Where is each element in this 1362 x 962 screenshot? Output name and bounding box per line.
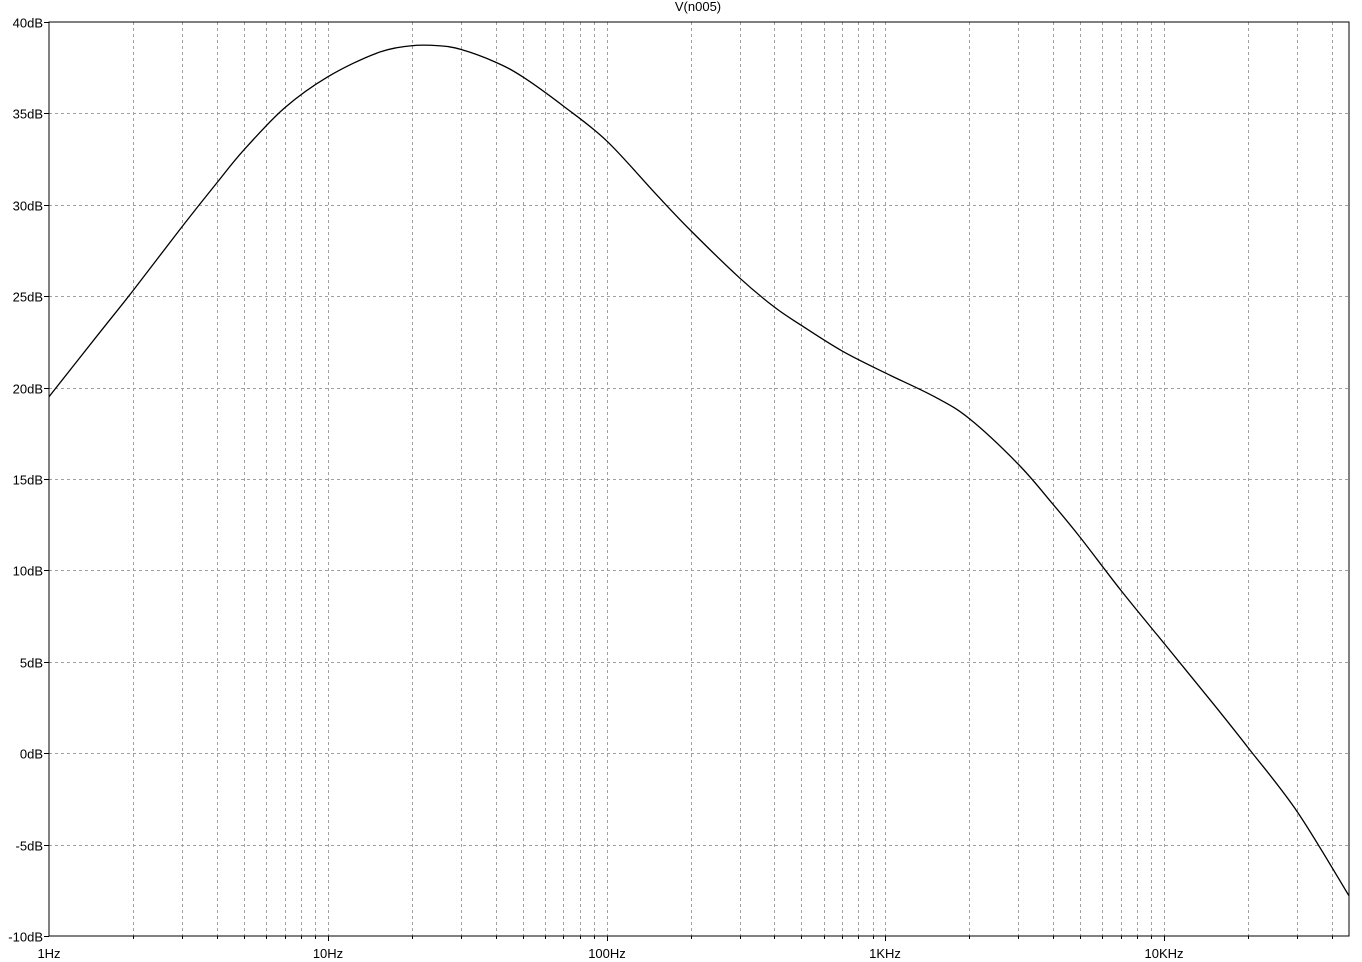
x-tick-label: 1KHz [869, 946, 901, 961]
plot-frame [48, 21, 1350, 937]
y-tick-label: -10dB [8, 930, 43, 945]
grid [49, 22, 1349, 936]
y-tick-label: 20dB [13, 382, 43, 397]
x-tick-label: 10Hz [313, 946, 343, 961]
y-tick-label: 15dB [13, 473, 43, 488]
y-tick-label: 30dB [13, 199, 43, 214]
y-tick-label: 10dB [13, 564, 43, 579]
tick-labels: 40dB 35dB 30dB 25dB 20dB 15dB 10dB 5dB 0dB -5dB -1… [8, 16, 1183, 962]
ticks [44, 22, 1333, 941]
y-tick-label: 35dB [13, 107, 43, 122]
y-tick-label: -5dB [16, 839, 43, 854]
chart-title: V(n005) [675, 0, 721, 14]
x-tick-label: 100Hz [588, 946, 626, 961]
x-tick-label: 10KHz [1144, 946, 1183, 961]
y-tick-label: 5dB [20, 656, 43, 671]
y-tick-label: 0dB [20, 747, 43, 762]
y-tick-label: 40dB [13, 16, 43, 31]
y-tick-label: 25dB [13, 290, 43, 305]
series-line [48, 44, 1350, 897]
x-tick-label: 1Hz [37, 946, 60, 961]
